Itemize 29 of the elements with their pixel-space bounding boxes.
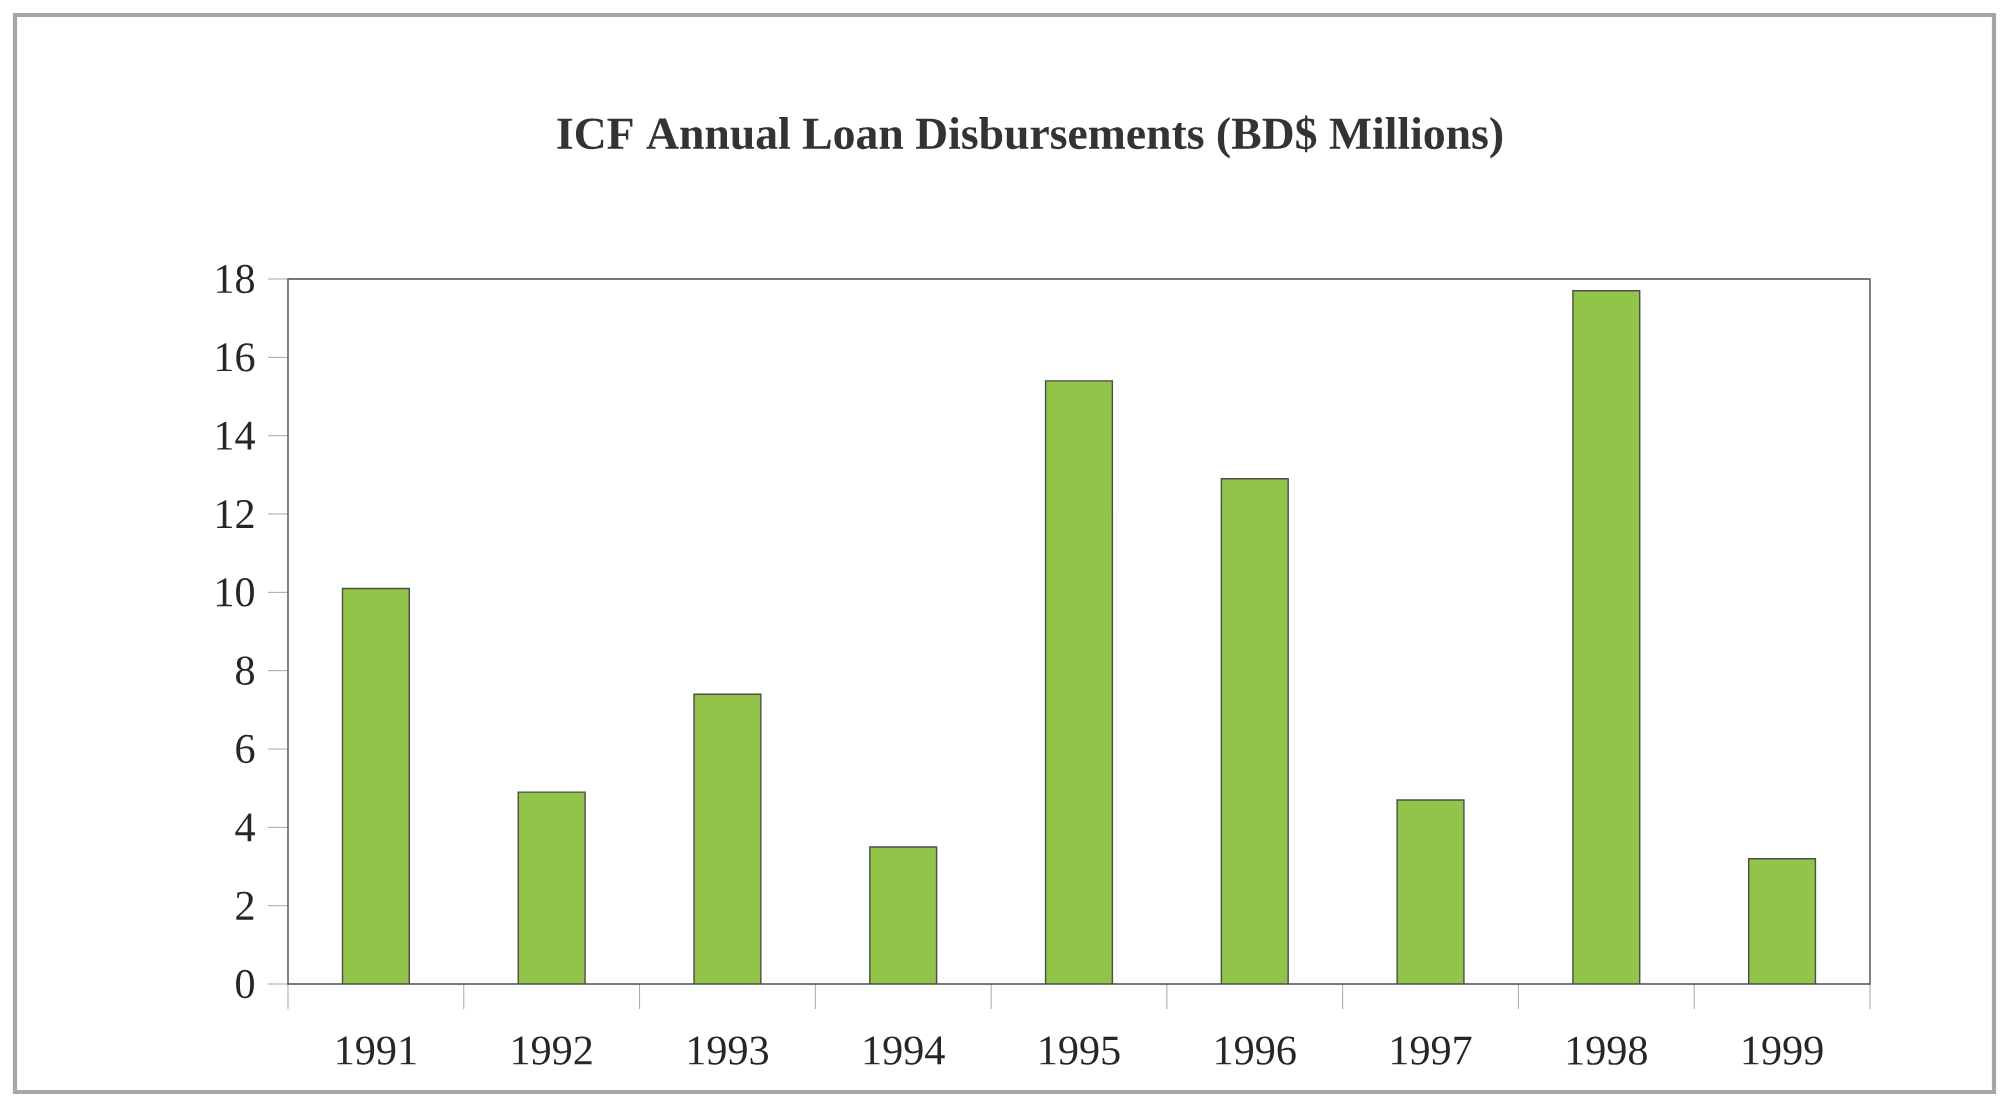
y-tick-label: 18 bbox=[217, 264, 254, 294]
x-tick-label: 1993 bbox=[688, 1036, 768, 1065]
bar bbox=[693, 693, 762, 985]
x-tick-label: 1992 bbox=[513, 1036, 592, 1065]
x-tick-label: 1995 bbox=[1040, 1036, 1120, 1065]
bar bbox=[1220, 478, 1289, 985]
y-tick-label: 8 bbox=[236, 656, 254, 685]
x-tick-label: 1999 bbox=[1743, 1036, 1823, 1065]
bar bbox=[1396, 799, 1465, 985]
bar bbox=[1747, 857, 1817, 985]
x-tick-label: 1997 bbox=[1392, 1036, 1472, 1065]
y-tick-label: 2 bbox=[236, 891, 254, 920]
x-tick-label: 1998 bbox=[1567, 1036, 1647, 1065]
bar bbox=[517, 791, 586, 985]
y-tick-label: 0 bbox=[236, 969, 254, 999]
bar bbox=[869, 846, 938, 985]
y-tick-label: 12 bbox=[217, 500, 254, 528]
x-tick-label: 1991 bbox=[337, 1036, 416, 1065]
y-tick-label: 6 bbox=[236, 734, 255, 764]
bar bbox=[1044, 380, 1114, 985]
y-tick-label: 14 bbox=[217, 421, 255, 450]
x-tick-label: 1994 bbox=[864, 1036, 945, 1065]
chart-title: ICF Annual Loan Disbursements (BD$ Millions) bbox=[557, 115, 1503, 159]
bar bbox=[341, 587, 410, 985]
y-tick-label: 10 bbox=[217, 578, 254, 607]
bar bbox=[1572, 290, 1641, 985]
y-tick-label: 16 bbox=[217, 343, 255, 372]
x-tick-label: 1996 bbox=[1216, 1036, 1296, 1065]
y-tick-label: 4 bbox=[235, 813, 255, 842]
